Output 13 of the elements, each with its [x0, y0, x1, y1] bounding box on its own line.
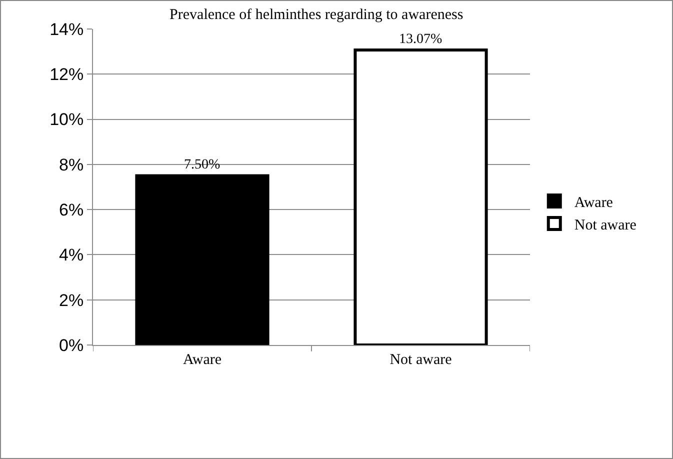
data-label: 13.07% [399, 32, 442, 47]
y-tick-label: 0% [59, 336, 84, 355]
data-label: 7.50% [184, 158, 220, 173]
legend-label: Not aware [574, 217, 637, 234]
y-tick-label: 4% [59, 246, 84, 265]
legend-label: Aware [574, 194, 614, 211]
y-tick-label: 10% [50, 110, 84, 130]
chart-title: Prevalence of helminthes regarding to awareness [170, 7, 464, 24]
y-tick-label: 2% [59, 290, 84, 310]
y-tick-label: 8% [59, 155, 84, 174]
y-tick-label: 6% [59, 200, 84, 220]
y-tick-label: 14% [50, 20, 84, 39]
y-tick-label: 12% [50, 65, 84, 84]
